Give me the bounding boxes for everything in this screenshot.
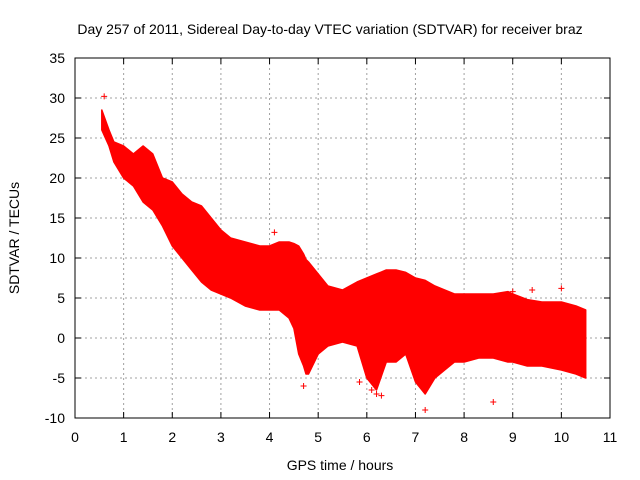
x-tick-label: 9 [509,429,517,445]
x-tick-label: 2 [168,429,176,445]
outlier-point [378,392,385,399]
outlier-point [368,387,375,393]
outlier-point [422,407,429,413]
y-tick-label: 20 [49,170,65,186]
y-axis-ticks: -10 -5 0 5 10 15 20 25 30 35 [45,50,610,426]
x-axis-ticks: 0 1 2 3 4 5 6 7 8 9 10 11 [71,58,617,445]
chart-title: Day 257 of 2011, Sidereal Day-to-day VTE… [77,21,582,37]
x-tick-label: 10 [554,429,570,445]
y-tick-label: 5 [57,290,65,306]
x-tick-label: 7 [412,429,420,445]
y-tick-label: -5 [53,370,66,386]
outlier-point [101,93,108,100]
x-axis-label: GPS time / hours [287,457,394,473]
outlier-point [356,379,363,385]
x-tick-label: 3 [217,429,225,445]
y-axis-label: SDTVAR / TECUs [6,182,22,294]
outlier-point [529,287,536,293]
y-tick-label: -10 [45,410,65,426]
outlier-markers [101,93,565,413]
outlier-point [558,285,565,292]
x-tick-label: 4 [266,429,274,445]
data-band-group [101,109,587,395]
plot-frame [74,57,611,419]
x-tick-label: 5 [314,429,322,445]
y-tick-label: 10 [49,250,65,266]
y-tick-label: 35 [49,50,65,66]
x-tick-label: 1 [120,429,128,445]
x-tick-label: 8 [460,429,468,445]
outlier-point [509,288,516,295]
y-tick-label: 15 [49,210,65,226]
outlier-point [490,399,497,405]
outlier-point [300,383,307,389]
x-tick-label: 6 [363,429,371,445]
outlier-point [373,391,380,397]
sdtvar-data-band [101,109,587,395]
y-tick-label: 0 [57,330,65,346]
outlier-point [271,229,278,236]
y-tick-label: 25 [49,130,65,146]
grid-lines [75,58,610,418]
x-tick-label: 11 [603,429,618,445]
y-tick-label: 30 [49,90,65,106]
x-tick-label: 0 [71,429,79,445]
